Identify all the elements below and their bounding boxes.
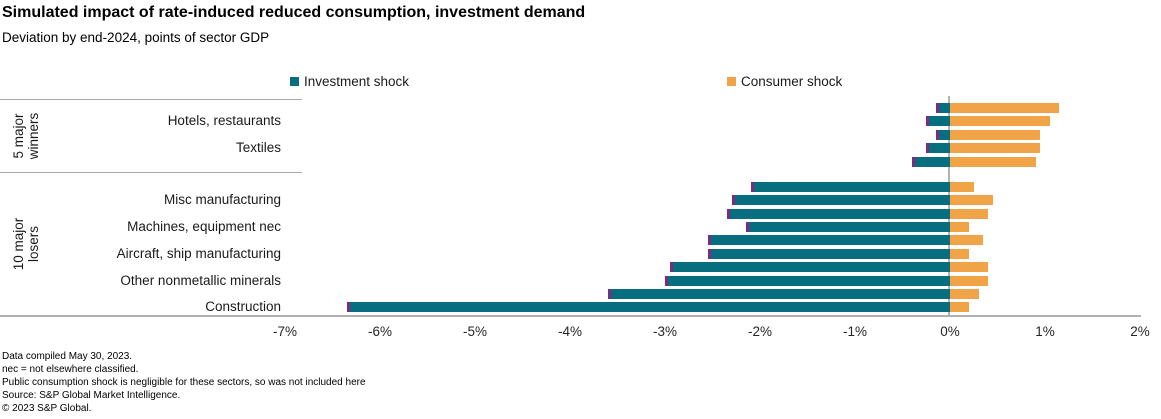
bar-investment-shock bbox=[734, 195, 950, 206]
category-label: Hotels, restaurants bbox=[167, 113, 281, 129]
bar-end-cap bbox=[926, 116, 930, 127]
legend-item-consumer-shock: Consumer shock bbox=[727, 73, 842, 89]
bar-consumer-shock bbox=[950, 116, 1050, 127]
group-divider-top bbox=[0, 99, 302, 100]
bar-end-cap bbox=[750, 181, 754, 192]
bar-end-cap bbox=[665, 275, 668, 286]
category-label: Other nonmetallic minerals bbox=[120, 272, 281, 288]
category-label: Misc manufacturing bbox=[163, 192, 281, 208]
bar-consumer-shock bbox=[950, 288, 979, 299]
group-divider-middle bbox=[0, 172, 302, 173]
bar-end-cap bbox=[346, 302, 350, 313]
footnote-line: nec = not elsewhere classified. bbox=[2, 364, 139, 375]
bar-end-cap bbox=[707, 235, 711, 246]
bar-investment-shock bbox=[710, 248, 951, 259]
investment-shock-swatch-icon bbox=[290, 76, 299, 86]
bar-investment-shock bbox=[938, 129, 951, 140]
bar-investment-shock bbox=[349, 302, 951, 313]
x-tick-label: -6% bbox=[367, 324, 392, 339]
footnote-line: Public consumption shock is negligible f… bbox=[2, 377, 366, 388]
bar-investment-shock bbox=[915, 156, 950, 167]
bar-end-cap bbox=[926, 143, 930, 154]
bar-investment-shock bbox=[729, 208, 951, 219]
bar-consumer-shock bbox=[950, 103, 1060, 113]
bar-consumer-shock bbox=[950, 248, 969, 259]
bar-consumer-shock bbox=[950, 302, 969, 313]
category-label: Construction bbox=[205, 299, 281, 315]
bar-end-cap bbox=[731, 195, 735, 206]
category-label: Textiles bbox=[235, 140, 281, 156]
bar-end-cap bbox=[707, 248, 711, 259]
x-tick-label: 0% bbox=[940, 324, 960, 339]
bar-consumer-shock bbox=[950, 195, 993, 206]
category-label: Aircraft, ship manufacturing bbox=[116, 245, 281, 261]
category-label: Machines, equipment nec bbox=[127, 218, 281, 234]
bar-consumer-shock bbox=[950, 143, 1041, 154]
bar-investment-shock bbox=[710, 235, 951, 246]
bar-investment-shock bbox=[668, 275, 950, 286]
bar-end-cap bbox=[912, 156, 915, 167]
x-tick-label: -2% bbox=[747, 324, 772, 339]
bar-consumer-shock bbox=[950, 235, 984, 246]
bar-end-cap bbox=[935, 103, 939, 113]
bar-investment-shock bbox=[753, 181, 950, 192]
footnote-line: Data compiled May 30, 2023. bbox=[2, 351, 133, 362]
legend-item-investment-shock: Investment shock bbox=[290, 73, 409, 89]
x-tick-label: -7% bbox=[272, 324, 297, 339]
bar-end-cap bbox=[745, 221, 749, 232]
bar-investment-shock bbox=[929, 143, 951, 154]
chart-title: Simulated impact of rate-induced reduced… bbox=[2, 4, 586, 21]
bar-end-cap bbox=[935, 129, 939, 140]
bar-consumer-shock bbox=[950, 181, 974, 192]
x-tick-label: 2% bbox=[1130, 324, 1150, 339]
group-label-line: 5 major bbox=[11, 113, 26, 159]
legend-label: Consumer shock bbox=[741, 73, 843, 89]
chart-subtitle: Deviation by end-2024, points of sector … bbox=[2, 30, 270, 45]
bar-consumer-shock bbox=[950, 208, 988, 219]
bar-investment-shock bbox=[938, 103, 951, 113]
footnote-line: © 2023 S&P Global. bbox=[2, 403, 92, 414]
bar-investment-shock bbox=[748, 221, 951, 232]
group-label-line: winners bbox=[26, 112, 41, 159]
consumer-shock-swatch-icon bbox=[727, 76, 736, 86]
bar-consumer-shock bbox=[950, 129, 1041, 140]
bar-consumer-shock bbox=[950, 156, 1036, 167]
footnotes: Data compiled May 30, 2023. nec = not els… bbox=[2, 350, 366, 415]
footnote-line: Source: S&P Global Market Intelligence. bbox=[2, 390, 181, 401]
bar-end-cap bbox=[608, 288, 611, 299]
x-tick-label: -3% bbox=[652, 324, 677, 339]
x-tick-label: -4% bbox=[557, 324, 582, 339]
bar-investment-shock bbox=[611, 288, 950, 299]
x-axis-line bbox=[0, 315, 1141, 317]
x-tick-label: -1% bbox=[842, 324, 867, 339]
zero-baseline bbox=[948, 96, 950, 315]
group-label: 5 major winners bbox=[11, 91, 41, 181]
bar-consumer-shock bbox=[950, 275, 988, 286]
bar-end-cap bbox=[726, 208, 730, 219]
legend-label: Investment shock bbox=[304, 73, 410, 89]
bar-consumer-shock bbox=[950, 262, 988, 273]
bar-end-cap bbox=[669, 262, 673, 273]
bar-consumer-shock bbox=[950, 221, 969, 232]
x-tick-label: 1% bbox=[1035, 324, 1055, 339]
x-tick-label: -5% bbox=[462, 324, 487, 339]
bar-investment-shock bbox=[672, 262, 951, 273]
bar-investment-shock bbox=[929, 116, 951, 127]
